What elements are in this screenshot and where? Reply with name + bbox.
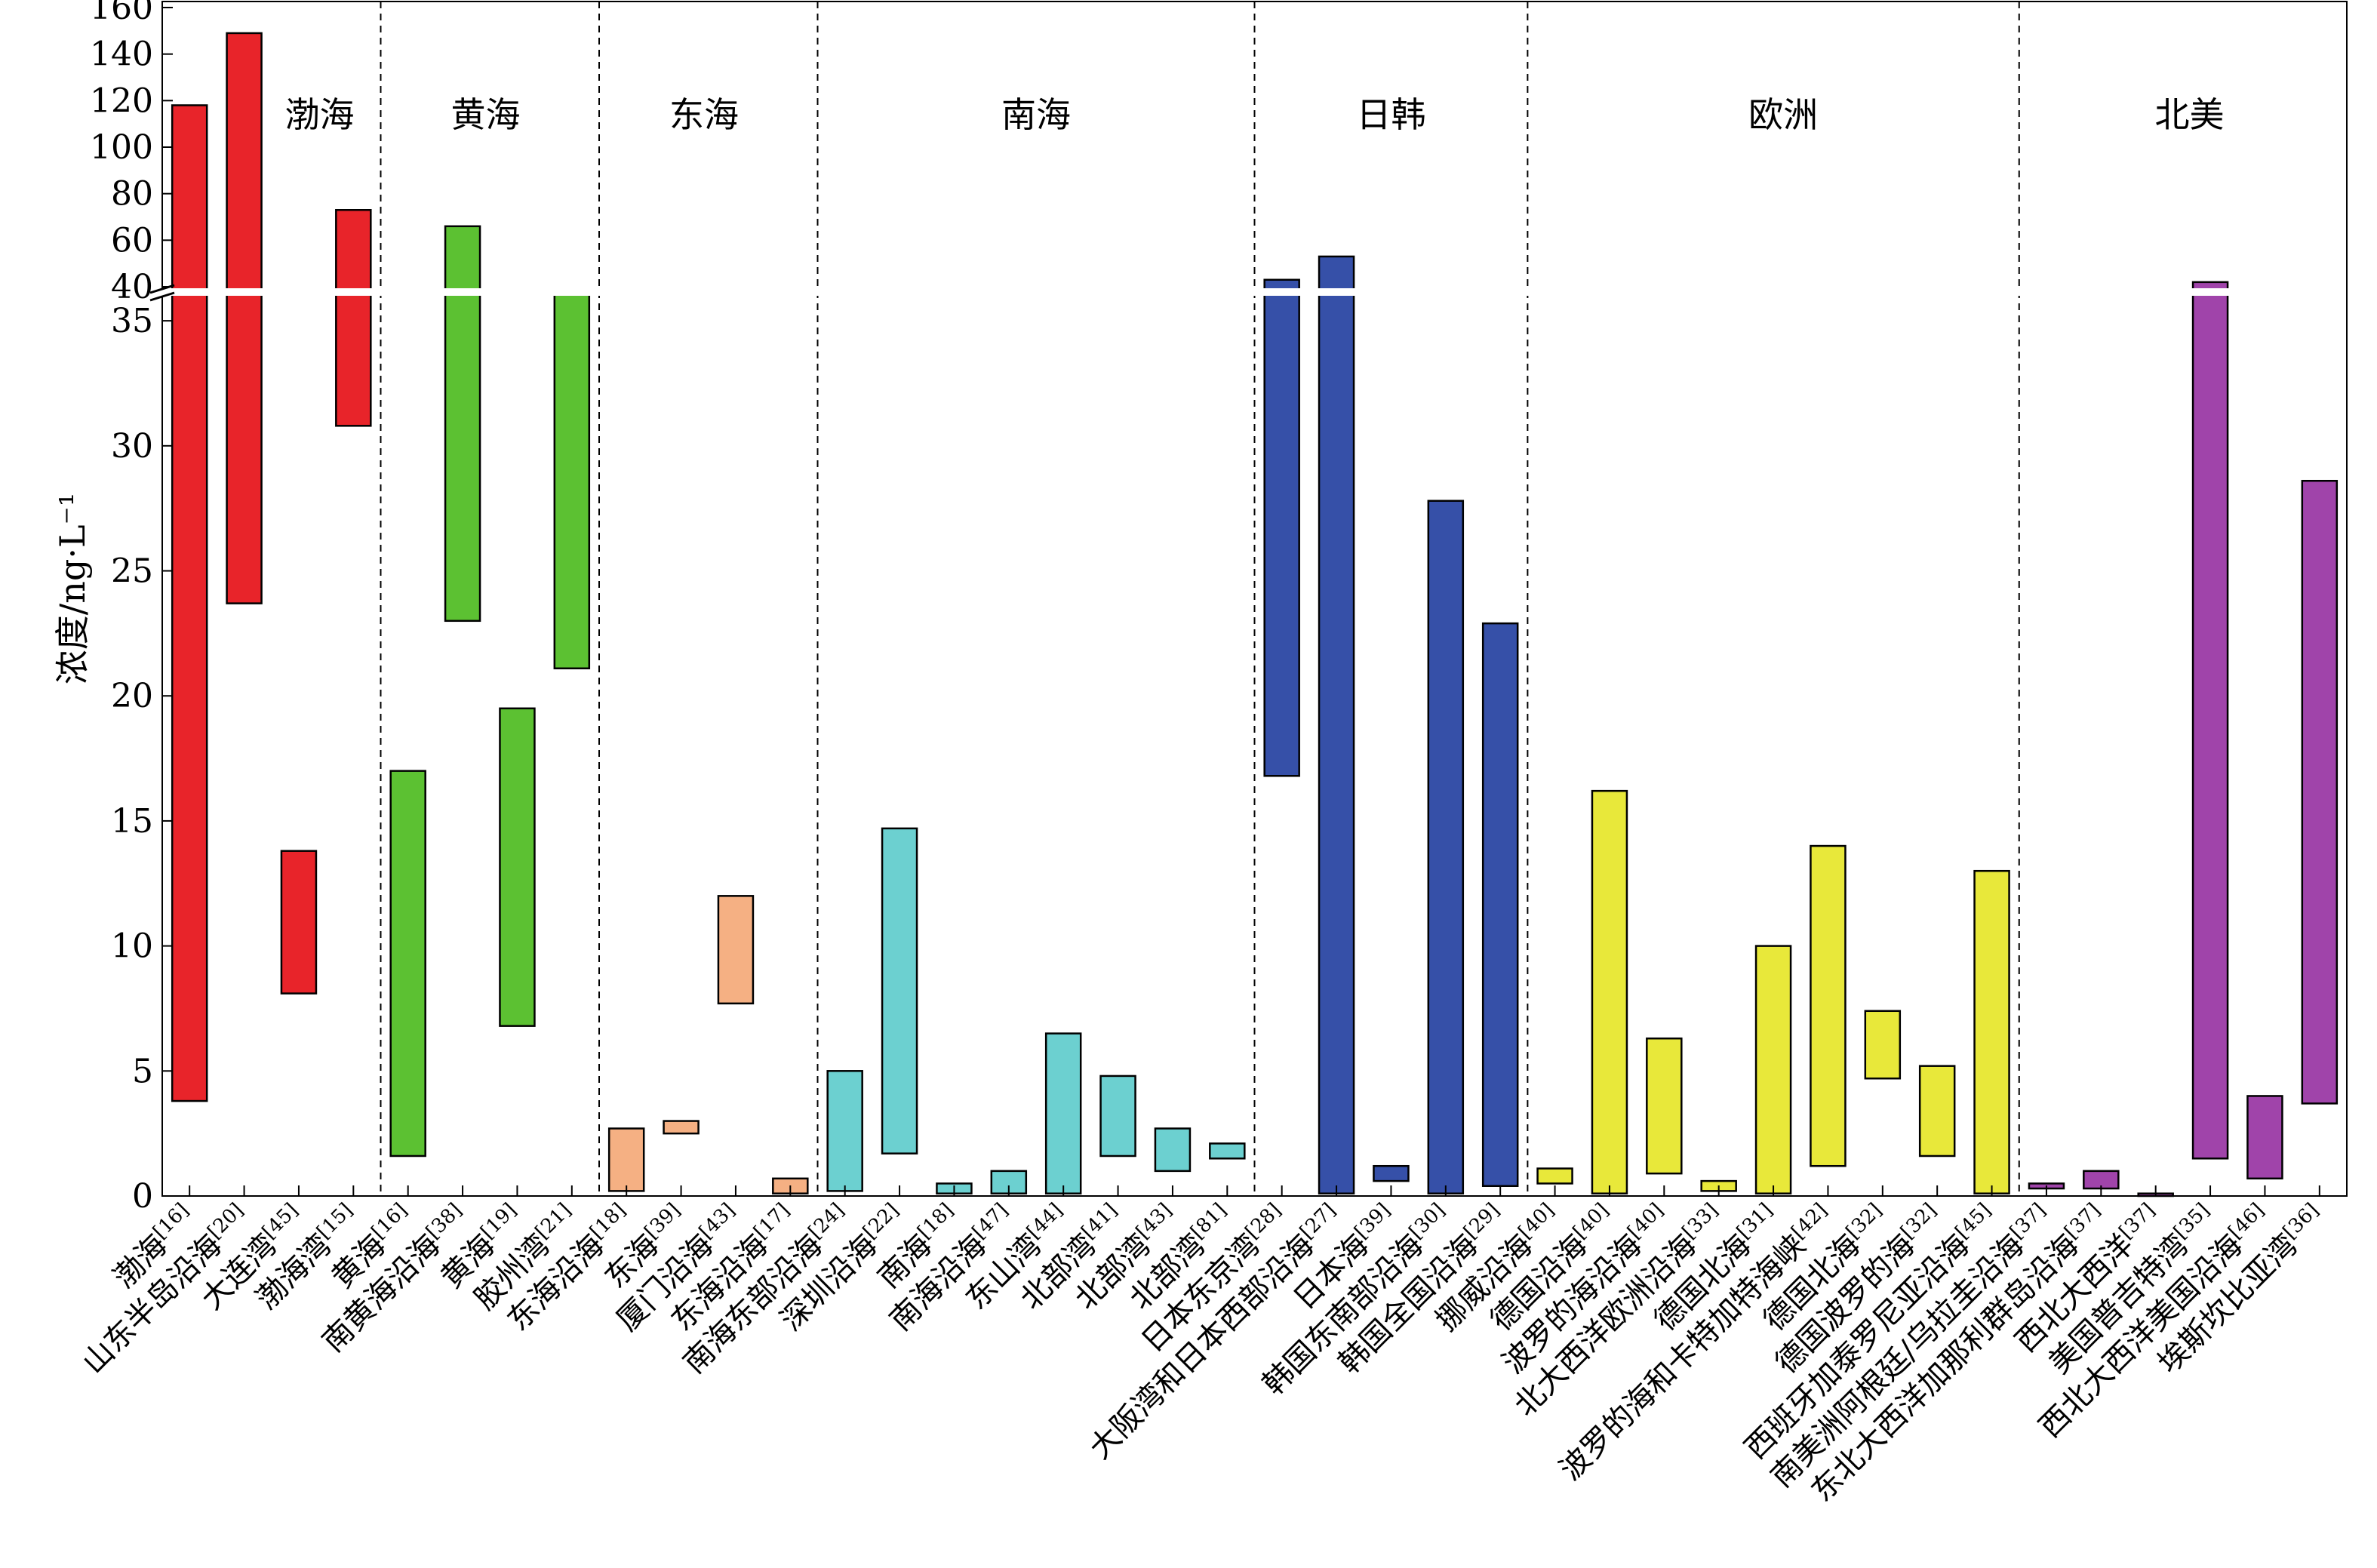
bar-32 [1864, 1010, 1902, 1080]
bar-22 [1318, 255, 1355, 1194]
y-axis-label: 浓度/ng·L⁻¹ [52, 493, 93, 684]
group-label-3: 东海 [669, 94, 739, 135]
bar-25 [1481, 622, 1519, 1187]
ytick-label-5: 5 [132, 1052, 153, 1090]
ytick-label-120: 120 [90, 81, 153, 120]
bar-27 [1591, 789, 1628, 1194]
bar-14 [881, 827, 918, 1154]
bar-21 [1263, 278, 1300, 777]
ytick-label-140: 140 [90, 35, 153, 74]
group-label-2: 黄海 [450, 94, 520, 135]
bar-1 [171, 104, 208, 1102]
bar-10 [663, 1120, 700, 1135]
ytick-label-20: 20 [111, 677, 153, 715]
bar-34 [1973, 869, 2010, 1194]
bar-40 [2301, 479, 2339, 1105]
bar-18 [1099, 1075, 1136, 1158]
bar-13 [826, 1070, 863, 1192]
ytick-label-40: 40 [111, 268, 153, 306]
ytick-label-60: 60 [111, 221, 153, 260]
bar-38 [2191, 281, 2229, 1160]
bar-26 [1536, 1167, 1573, 1185]
bar-3 [280, 850, 318, 995]
bar-9 [607, 1127, 645, 1192]
bar-11 [717, 895, 755, 1005]
bar-8 [553, 293, 591, 670]
ytick-label-80: 80 [111, 175, 153, 214]
bar-5 [389, 770, 426, 1158]
axis-break-mark-lower [149, 291, 175, 302]
bar-4 [335, 209, 372, 427]
bar-24 [1427, 500, 1465, 1194]
ytick-label-15: 15 [111, 802, 153, 841]
group-label-4: 南海 [1001, 94, 1071, 135]
bar-28 [1646, 1037, 1683, 1175]
bar-23 [1373, 1164, 1410, 1182]
ytick-label-100: 100 [90, 128, 153, 167]
bar-30 [1754, 945, 1792, 1194]
bar-33 [1918, 1065, 1956, 1158]
bar-19 [1154, 1127, 1192, 1173]
ytick-label-30: 30 [111, 427, 153, 466]
axis-break-gap [156, 288, 2345, 296]
group-label-1: 渤海 [284, 94, 354, 135]
bar-17 [1044, 1032, 1082, 1194]
group-label-7: 北美 [2155, 94, 2225, 135]
ytick-label-10: 10 [111, 927, 153, 966]
ytick-label-0: 0 [132, 1177, 153, 1216]
bar-39 [2246, 1095, 2283, 1180]
ytick-label-160: 160 [90, 0, 153, 27]
group-label-6: 欧洲 [1748, 94, 1818, 135]
bar-31 [1810, 844, 1847, 1167]
group-label-5: 日韩 [1356, 94, 1425, 135]
bar-6 [444, 225, 481, 623]
ytick-label-35: 35 [111, 302, 153, 340]
bar-2 [226, 32, 263, 604]
bar-7 [499, 707, 536, 1027]
ytick-label-25: 25 [111, 552, 153, 591]
bar-20 [1209, 1142, 1246, 1160]
